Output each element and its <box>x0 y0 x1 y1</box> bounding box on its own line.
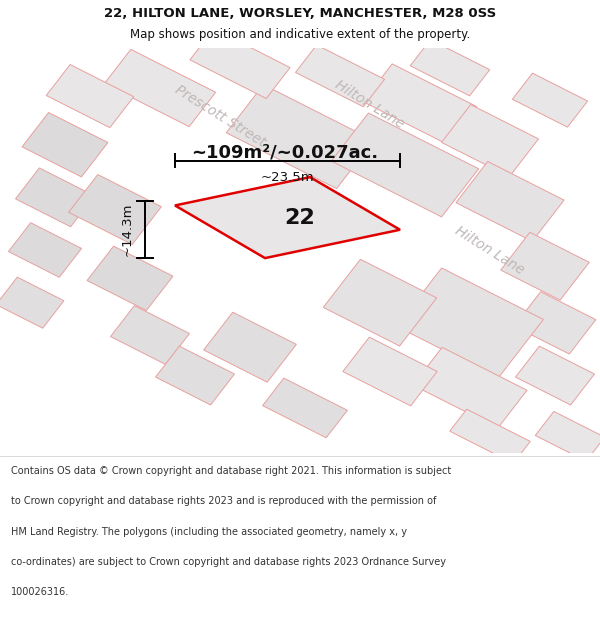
Polygon shape <box>363 64 477 144</box>
Polygon shape <box>203 312 296 382</box>
Polygon shape <box>515 346 595 405</box>
Polygon shape <box>263 378 347 438</box>
Polygon shape <box>226 84 374 189</box>
Polygon shape <box>295 45 385 107</box>
Polygon shape <box>535 411 600 461</box>
Text: Hilton Lane: Hilton Lane <box>333 78 407 131</box>
Text: co-ordinates) are subject to Crown copyright and database rights 2023 Ordnance S: co-ordinates) are subject to Crown copyr… <box>11 557 446 567</box>
Polygon shape <box>514 292 596 354</box>
Polygon shape <box>68 174 161 244</box>
Polygon shape <box>110 306 190 364</box>
Text: Map shows position and indicative extent of the property.: Map shows position and indicative extent… <box>130 28 470 41</box>
Text: Contains OS data © Crown copyright and database right 2021. This information is : Contains OS data © Crown copyright and d… <box>11 466 451 476</box>
Polygon shape <box>0 277 64 328</box>
Polygon shape <box>175 177 400 258</box>
Polygon shape <box>8 222 82 278</box>
Polygon shape <box>442 104 538 177</box>
Polygon shape <box>104 49 215 127</box>
Polygon shape <box>501 232 589 300</box>
Text: 22, HILTON LANE, WORSLEY, MANCHESTER, M28 0SS: 22, HILTON LANE, WORSLEY, MANCHESTER, M2… <box>104 7 496 20</box>
Text: Hilton Lane: Hilton Lane <box>453 223 527 277</box>
Polygon shape <box>46 64 134 128</box>
Polygon shape <box>190 29 290 99</box>
Text: ~109m²/~0.027ac.: ~109m²/~0.027ac. <box>191 144 379 162</box>
Polygon shape <box>512 73 587 127</box>
Polygon shape <box>87 246 173 311</box>
Polygon shape <box>397 268 544 378</box>
Polygon shape <box>410 39 490 96</box>
Text: 100026316.: 100026316. <box>11 587 69 597</box>
Polygon shape <box>155 346 235 405</box>
Polygon shape <box>16 168 94 227</box>
Text: ~14.3m: ~14.3m <box>121 203 133 256</box>
Polygon shape <box>323 259 437 346</box>
Polygon shape <box>331 113 479 217</box>
Polygon shape <box>22 112 108 177</box>
Polygon shape <box>343 337 437 406</box>
Text: to Crown copyright and database rights 2023 and is reproduced with the permissio: to Crown copyright and database rights 2… <box>11 496 436 506</box>
Text: 22: 22 <box>284 208 316 227</box>
Polygon shape <box>413 348 527 428</box>
Text: HM Land Registry. The polygons (including the associated geometry, namely x, y: HM Land Registry. The polygons (includin… <box>11 527 407 537</box>
Text: ~23.5m: ~23.5m <box>260 171 314 184</box>
Polygon shape <box>450 409 530 463</box>
Polygon shape <box>456 161 564 241</box>
Text: Prescott Street: Prescott Street <box>172 83 268 150</box>
